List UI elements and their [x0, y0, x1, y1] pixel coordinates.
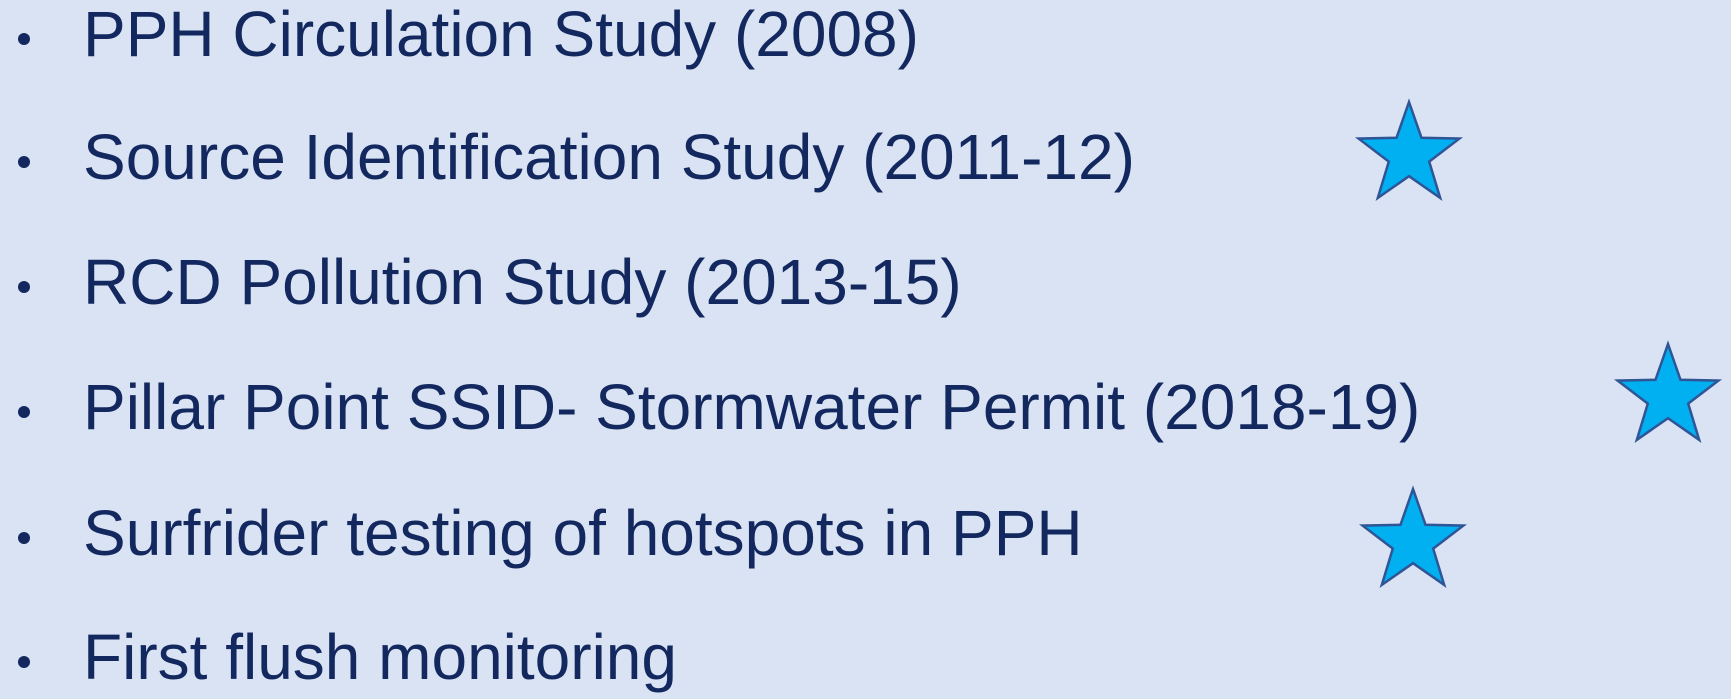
- item-text: Pillar Point SSID- Stormwater Permit (20…: [83, 371, 1420, 443]
- bullet: [18, 281, 30, 293]
- star-icon: [1613, 340, 1723, 443]
- bullet: [18, 156, 30, 168]
- star-icon: [1354, 98, 1464, 201]
- bullet: [18, 33, 30, 45]
- star-icon: [1358, 485, 1468, 588]
- item-text: PPH Circulation Study (2008): [83, 0, 919, 70]
- item-text: Source Identification Study (2011-12): [83, 121, 1135, 193]
- item-text: Surfrider testing of hotspots in PPH: [83, 497, 1083, 569]
- bullet: [18, 406, 30, 418]
- item-text: RCD Pollution Study (2013-15): [83, 246, 962, 318]
- bullet: [18, 656, 30, 668]
- item-text: First flush monitoring: [83, 621, 677, 693]
- bullet: [18, 532, 30, 544]
